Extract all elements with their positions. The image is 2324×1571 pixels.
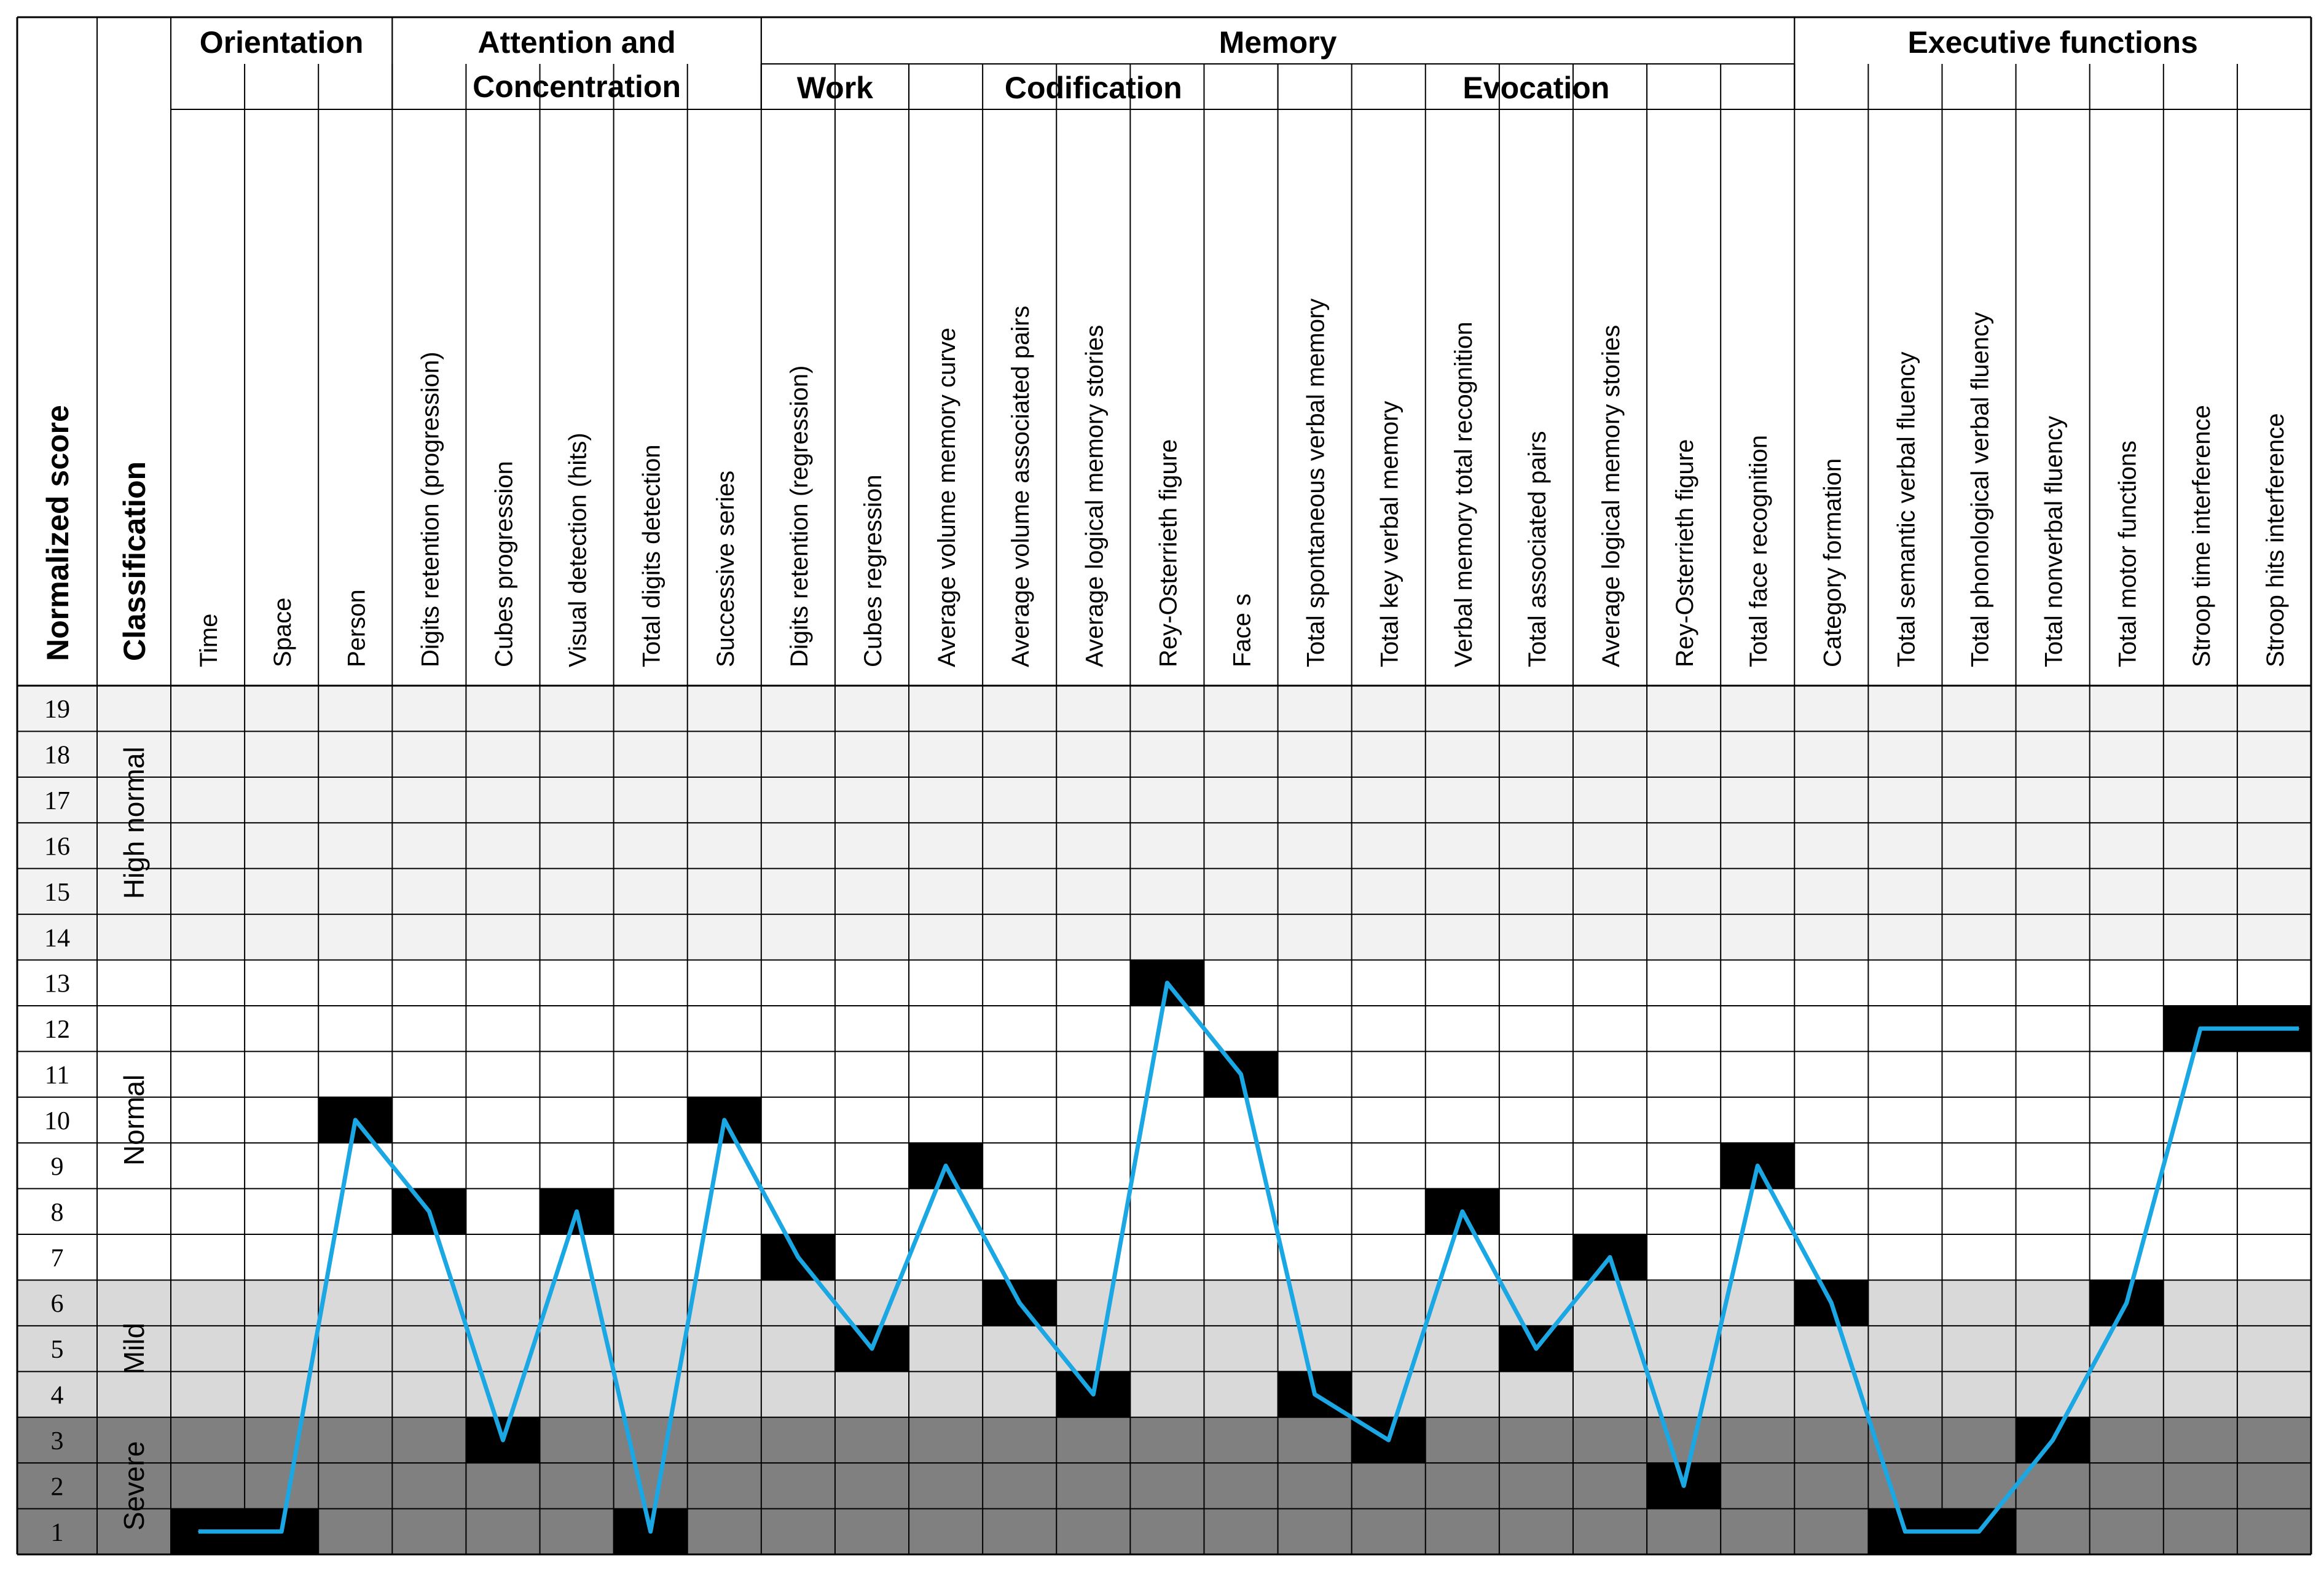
y-tick-label: 6 (51, 1290, 64, 1318)
score-point (2199, 1028, 2201, 1030)
category-label: Rey-Osterrieth figure (1155, 439, 1182, 667)
normalized-score-label: Normalized score (41, 405, 75, 661)
y-tick-label: 15 (44, 879, 70, 907)
classification-label: Classification (117, 461, 152, 661)
y-tick-label: 10 (44, 1107, 70, 1135)
band-mild (17, 1280, 2311, 1417)
score-point (945, 1165, 947, 1167)
y-tick-label: 13 (44, 970, 70, 998)
score-point (576, 1210, 578, 1212)
score-point (2126, 1302, 2127, 1304)
y-tick-label: 19 (44, 695, 70, 724)
category-label: Stroop hits interference (2262, 413, 2289, 667)
category-label: Space (269, 598, 296, 667)
score-point (1978, 1530, 1980, 1532)
score-point (1904, 1530, 1906, 1532)
score-series (198, 981, 2299, 1534)
score-point (428, 1210, 430, 1212)
y-tick-label: 1 (51, 1519, 64, 1547)
score-point (2298, 1028, 2299, 1030)
category-label: Category formation (1819, 458, 1846, 667)
category-label: Average volume associated pairs (1007, 306, 1034, 667)
axis-labels: 19 18 17 16 15 14 13 12 11 10 9 8 7 6 5 4 3 2 1 High normal… (44, 695, 150, 1547)
subgroup-label: Work (797, 71, 873, 105)
category-label: Total semantic verbal fluency (1893, 351, 1920, 667)
category-label: Total associated pairs (1524, 431, 1551, 667)
category-label: Digits retention (regression) (786, 366, 813, 667)
category-label: Stroop time interference (2188, 405, 2215, 667)
category-label: Time (195, 614, 222, 667)
category-label: Successive series (712, 471, 739, 667)
category-label: Visual detection (hits) (565, 433, 592, 667)
category-label: Face s (1229, 594, 1256, 667)
group-label: Memory (1219, 25, 1337, 60)
score-point (723, 1119, 725, 1121)
score-point (1019, 1302, 1021, 1304)
y-tick-label: 3 (51, 1427, 64, 1455)
score-point (797, 1256, 799, 1258)
score-point (2052, 1439, 2054, 1441)
group-label: Orientation (200, 25, 364, 60)
score-point (1093, 1393, 1094, 1395)
score-point (355, 1119, 356, 1121)
score-point (281, 1530, 283, 1532)
y-tick-label: 17 (44, 787, 70, 815)
y-tick-label: 18 (44, 742, 70, 770)
category-label: Average logical memory stories (1081, 325, 1108, 667)
category-label: Digits retention (progression) (417, 351, 444, 667)
category-label: Total nonverbal fluency (2041, 416, 2068, 667)
y-tick-label: 7 (51, 1244, 64, 1272)
category-label: Total face recognition (1745, 435, 1772, 667)
category-label: Total digits detection (638, 445, 665, 667)
band-label: Mild (118, 1323, 150, 1374)
score-point (871, 1348, 873, 1350)
category-label: Average volume memory curve (933, 327, 960, 667)
table-header: Orientation Attention and Concentration Mem… (16, 16, 2312, 1556)
score-point (1683, 1485, 1685, 1487)
category-label: Person (343, 589, 370, 667)
category-label: Cubes regression (860, 475, 887, 668)
category-label: Cubes progression (490, 461, 517, 667)
band-label: Normal (118, 1075, 150, 1166)
group-label: Attention and (477, 25, 675, 60)
score-point (650, 1530, 651, 1532)
score-point (1314, 1393, 1316, 1395)
score-point (1609, 1256, 1611, 1258)
y-tick-label: 14 (44, 924, 70, 952)
group-label: Executive functions (1907, 25, 2197, 60)
category-label: Total key verbal memory (1376, 401, 1403, 667)
y-tick-label: 9 (51, 1153, 64, 1181)
y-tick-label: 4 (51, 1382, 64, 1410)
group-label: Concentration (473, 69, 681, 104)
subgroup-label: Evocation (1462, 71, 1609, 105)
band-label: High normal (118, 746, 150, 899)
score-point (198, 1530, 199, 1532)
category-label: Average logical memory stories (1598, 325, 1625, 667)
score-point (1757, 1165, 1759, 1167)
category-label: Total spontaneous verbal memory (1303, 299, 1330, 667)
score-point (1461, 1210, 1463, 1212)
y-tick-label: 12 (44, 1016, 70, 1044)
y-tick-label: 8 (51, 1199, 64, 1227)
score-point (1166, 982, 1168, 984)
band-label: Severe (118, 1441, 150, 1530)
subgroup-label: Codification (1005, 71, 1182, 105)
y-tick-label: 16 (44, 833, 70, 861)
score-point (502, 1439, 504, 1441)
category-label: Total motor functions (2114, 441, 2141, 667)
category-label: Verbal memory total recognition (1450, 322, 1477, 668)
score-point (1831, 1302, 1832, 1304)
y-tick-label: 11 (45, 1062, 69, 1090)
score-point (1240, 1073, 1242, 1075)
y-tick-label: 5 (51, 1336, 64, 1364)
category-label: Rey-Osterrieth figure (1671, 439, 1698, 667)
score-point (1388, 1439, 1389, 1441)
score-point (1535, 1348, 1537, 1350)
category-label: Total phonological verbal fluency (1967, 312, 1994, 667)
y-tick-label: 2 (51, 1473, 64, 1501)
